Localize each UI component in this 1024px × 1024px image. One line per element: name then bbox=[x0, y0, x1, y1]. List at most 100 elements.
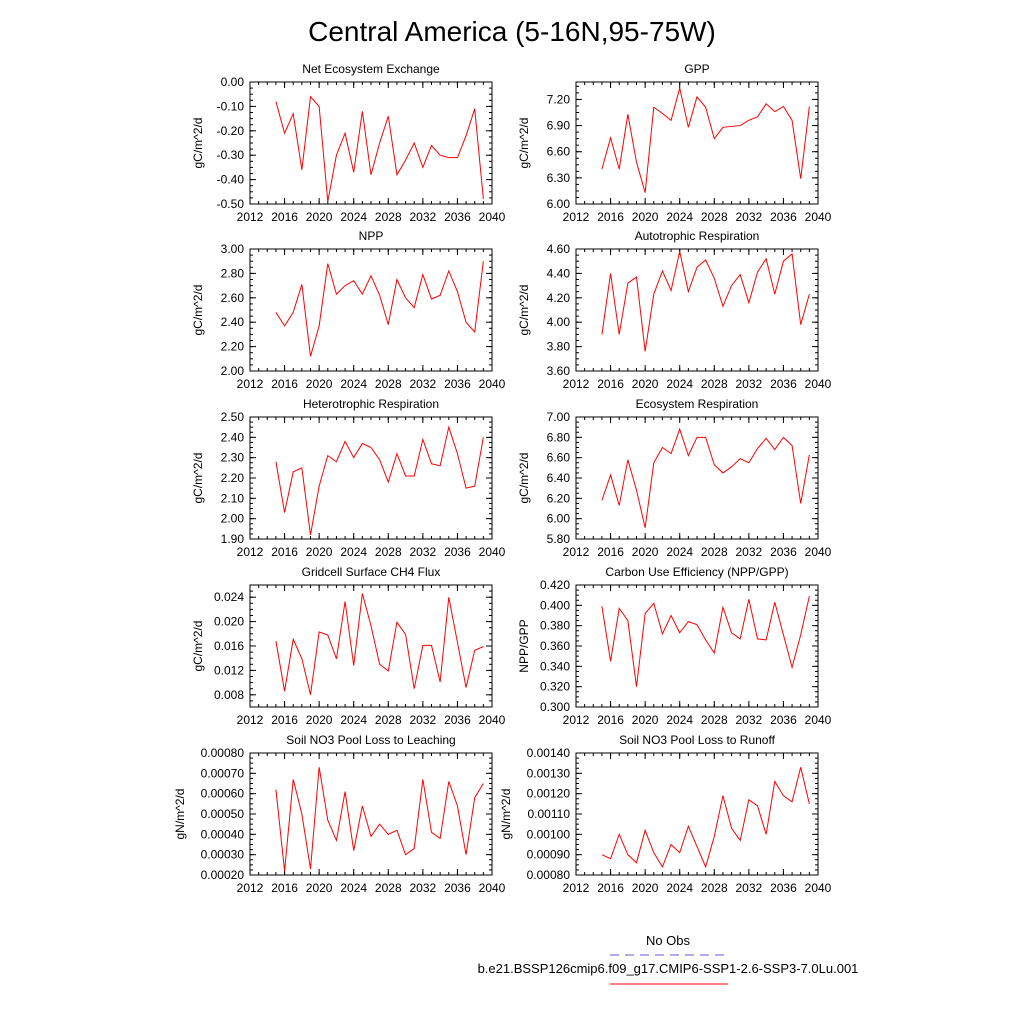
x-tick-label: 2020 bbox=[306, 881, 333, 895]
x-tick-label: 2020 bbox=[632, 377, 659, 391]
x-tick-label: 2012 bbox=[237, 210, 264, 224]
y-tick-label: 6.60 bbox=[547, 145, 571, 159]
x-tick-label: 2012 bbox=[237, 881, 264, 895]
y-axis-label: gC/m^2/d bbox=[517, 285, 531, 336]
y-tick-label: 4.60 bbox=[547, 242, 571, 256]
y-tick-label: 0.340 bbox=[540, 659, 570, 673]
series-line bbox=[601, 251, 810, 352]
plot-frame bbox=[575, 416, 819, 540]
series-line bbox=[275, 425, 484, 536]
x-tick-label: 2028 bbox=[375, 545, 402, 559]
y-tick-label: 2.10 bbox=[221, 491, 245, 505]
x-tick-label: 2024 bbox=[666, 377, 693, 391]
series-line bbox=[601, 427, 810, 528]
x-tick-label: 2036 bbox=[444, 881, 471, 895]
series-line bbox=[601, 767, 810, 869]
y-axis-label: gC/m^2/d bbox=[191, 621, 205, 672]
panel-ecosystem-respiration: Ecosystem Respiration gC/m^2/d 7.00 6.80 6.6… bbox=[517, 397, 832, 559]
x-tick-label: 2028 bbox=[375, 713, 402, 727]
x-tick-label: 2024 bbox=[340, 881, 367, 895]
y-tick-label: 0.00110 bbox=[528, 807, 571, 821]
x-tick-label: 2036 bbox=[770, 545, 797, 559]
x-tick-label: 2024 bbox=[340, 545, 367, 559]
x-tick-label: 2028 bbox=[701, 377, 728, 391]
plot-frame bbox=[249, 584, 493, 708]
x-tick-label: 2036 bbox=[770, 713, 797, 727]
x-tick-label: 2016 bbox=[271, 545, 298, 559]
panel-soil-no3-pool-loss-to-runoff: Soil NO3 Pool Loss to Runoff gN/m^2/d 0.00… bbox=[499, 733, 832, 895]
x-tick-label: 2036 bbox=[444, 377, 471, 391]
x-tick-label: 2016 bbox=[597, 377, 624, 391]
x-tick-label: 2016 bbox=[597, 545, 624, 559]
plot-frame bbox=[249, 81, 493, 205]
panel-heterotrophic-respiration: Heterotrophic Respiration gC/m^2/d 2.50 2.4… bbox=[191, 397, 506, 559]
panel-title: Heterotrophic Respiration bbox=[303, 397, 439, 411]
x-tick-label: 2024 bbox=[666, 713, 693, 727]
x-tick-label: 2016 bbox=[597, 713, 624, 727]
x-tick-label: 2020 bbox=[632, 210, 659, 224]
x-tick-label: 2020 bbox=[306, 545, 333, 559]
y-tick-label: 0.012 bbox=[214, 663, 244, 677]
y-tick-label: 3.80 bbox=[547, 340, 571, 354]
y-tick-label: 2.40 bbox=[221, 315, 245, 329]
x-tick-label: 2036 bbox=[770, 881, 797, 895]
y-tick-label: 5.80 bbox=[547, 532, 571, 546]
x-tick-label: 2020 bbox=[632, 545, 659, 559]
y-tick-label: 0.00 bbox=[221, 75, 245, 89]
x-tick-label: 2028 bbox=[701, 210, 728, 224]
x-tick-label: 2032 bbox=[410, 210, 437, 224]
x-tick-label: 2028 bbox=[701, 713, 728, 727]
x-tick-label: 2036 bbox=[770, 377, 797, 391]
x-tick-label: 2028 bbox=[375, 210, 402, 224]
chart-panels: Net Ecosystem Exchange gC/m^2/d 0.00 -0.10 -… bbox=[173, 62, 832, 895]
y-tick-label: 6.60 bbox=[547, 451, 571, 465]
panel-soil-no3-pool-loss-to-leaching: Soil NO3 Pool Loss to Leaching gN/m^2/d 0.… bbox=[173, 733, 506, 895]
series-line bbox=[275, 593, 484, 695]
x-tick-label: 2032 bbox=[410, 377, 437, 391]
y-tick-label: 4.00 bbox=[547, 315, 571, 329]
x-tick-label: 2032 bbox=[736, 713, 763, 727]
y-tick-label: 3.60 bbox=[547, 364, 571, 378]
y-tick-label: 0.400 bbox=[540, 598, 570, 612]
x-tick-label: 2028 bbox=[701, 881, 728, 895]
x-tick-label: 2020 bbox=[306, 210, 333, 224]
x-tick-label: 2012 bbox=[563, 377, 590, 391]
y-axis-label: gC/m^2/d bbox=[191, 118, 205, 169]
x-tick-label: 2036 bbox=[444, 713, 471, 727]
x-tick-label: 2032 bbox=[736, 881, 763, 895]
panel-title: Net Ecosystem Exchange bbox=[302, 62, 440, 76]
x-tick-label: 2036 bbox=[444, 210, 471, 224]
y-tick-label: 2.00 bbox=[221, 512, 245, 526]
plot-frame bbox=[249, 416, 493, 540]
x-tick-label: 2024 bbox=[340, 377, 367, 391]
x-tick-label: 2016 bbox=[271, 881, 298, 895]
y-tick-label: 6.30 bbox=[547, 171, 571, 185]
x-tick-label: 2040 bbox=[479, 377, 506, 391]
panel-title: GPP bbox=[684, 62, 709, 76]
x-tick-label: 2012 bbox=[237, 377, 264, 391]
x-tick-label: 2040 bbox=[805, 545, 832, 559]
panel-gridcell-surface-ch4-flux: Gridcell Surface CH4 Flux gC/m^2/d 0.024 0.… bbox=[191, 565, 506, 727]
x-tick-label: 2012 bbox=[563, 545, 590, 559]
y-tick-label: 6.40 bbox=[547, 471, 571, 485]
x-tick-label: 2024 bbox=[340, 210, 367, 224]
panel-title: Autotrophic Respiration bbox=[635, 229, 760, 243]
y-tick-label: 0.320 bbox=[540, 680, 570, 694]
y-tick-label: 2.50 bbox=[221, 410, 245, 424]
x-tick-label: 2020 bbox=[306, 713, 333, 727]
y-tick-label: -0.30 bbox=[217, 148, 245, 162]
panel-carbon-use-efficiency-npp-gpp: Carbon Use Efficiency (NPP/GPP) NPP/GPP 0.… bbox=[517, 565, 832, 727]
x-tick-label: 2020 bbox=[632, 713, 659, 727]
y-tick-label: 6.00 bbox=[547, 197, 571, 211]
y-tick-label: 0.00060 bbox=[201, 787, 245, 801]
y-tick-label: 6.00 bbox=[547, 512, 571, 526]
panel-net-ecosystem-exchange: Net Ecosystem Exchange gC/m^2/d 0.00 -0.10 -… bbox=[191, 62, 506, 224]
x-tick-label: 2040 bbox=[479, 881, 506, 895]
panel-title: Carbon Use Efficiency (NPP/GPP) bbox=[605, 565, 788, 579]
panel-title: Gridcell Surface CH4 Flux bbox=[302, 565, 441, 579]
x-tick-label: 2040 bbox=[805, 881, 832, 895]
y-tick-label: 0.00080 bbox=[527, 868, 571, 882]
series-line bbox=[275, 261, 484, 357]
